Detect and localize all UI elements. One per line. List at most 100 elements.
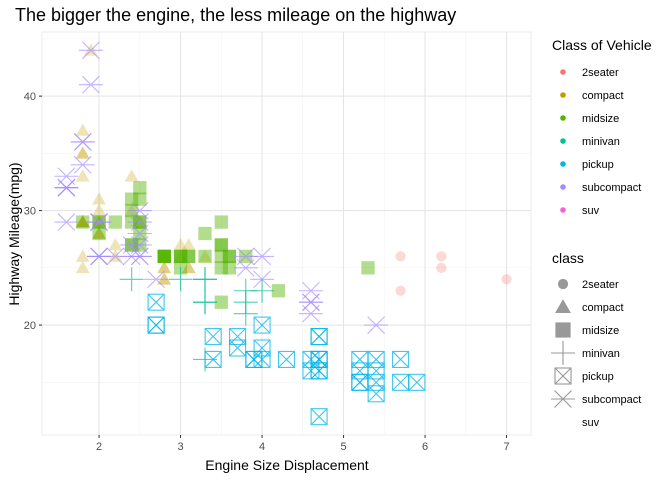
point-compact — [157, 260, 172, 274]
point-compact — [92, 226, 106, 239]
point-subcompact — [78, 75, 103, 94]
point-pickup — [253, 316, 271, 334]
point-subcompact — [127, 236, 152, 254]
legend-color-label-suv: suv — [582, 205, 600, 217]
point-midsize — [222, 249, 237, 264]
point-midsize — [173, 249, 188, 264]
y-axis-ticks: 20 30 40 — [24, 91, 42, 332]
point-midsize — [214, 261, 228, 275]
point-pickup — [392, 373, 410, 391]
point-midsize — [92, 226, 106, 241]
point-compact — [108, 249, 123, 262]
x-axis-title: Engine Size Displacement — [205, 457, 369, 473]
point-compact — [75, 249, 90, 262]
point-compact — [173, 249, 188, 262]
point-pickup — [253, 350, 271, 368]
point-compact — [92, 215, 106, 228]
legend-shape-key-minivan — [551, 341, 575, 365]
legend-color-label-compact: compact — [582, 90, 624, 102]
point-subcompact — [233, 258, 258, 277]
point-midsize — [214, 238, 228, 252]
point-subcompact — [70, 133, 95, 151]
y-axis-title: Highway Mileage(mpg) — [6, 162, 22, 305]
point-midsize — [157, 249, 171, 264]
point-compact — [132, 215, 147, 228]
point-midsize — [214, 295, 228, 309]
point-pickup — [253, 339, 271, 357]
point-compact — [157, 249, 172, 262]
point-pickup — [367, 362, 385, 380]
point-subcompact — [364, 316, 389, 334]
point-compact — [132, 215, 147, 228]
point-minivan — [193, 290, 217, 315]
point-subcompact — [127, 213, 152, 231]
point-compact — [198, 249, 212, 262]
point-compact — [75, 260, 90, 274]
point-midsize — [198, 226, 212, 241]
legend-shape: class 2seater compact midsize minivan pickup… — [551, 250, 641, 429]
point-subcompact — [250, 247, 275, 266]
x-tick-label: 4 — [259, 441, 265, 453]
point-midsize — [214, 249, 228, 264]
x-tick-label: 3 — [177, 441, 183, 453]
point-midsize — [214, 215, 228, 229]
point-compact — [157, 260, 172, 274]
point-midsize — [157, 249, 171, 264]
legend-color-key-pickup — [560, 161, 566, 167]
point-pickup — [204, 350, 222, 368]
point-midsize — [173, 249, 188, 264]
point-compact — [157, 249, 172, 262]
point-subcompact — [54, 213, 79, 231]
legend-color-key-suv — [560, 207, 566, 213]
point-minivan — [193, 267, 217, 292]
point-2seater — [395, 251, 406, 262]
point-subcompact — [54, 178, 79, 197]
x-tick-label: 6 — [422, 441, 428, 453]
chart-title: The bigger the engine, the less mileage … — [15, 5, 456, 25]
legend-color: Class of Vehicle 2seater compact midsize mi… — [552, 37, 652, 217]
legend-shape-label-minivan: minivan — [582, 348, 620, 360]
legend-shape-label-suv: suv — [582, 417, 600, 429]
legend-color-key-minivan — [560, 138, 566, 144]
point-midsize — [222, 249, 237, 264]
x-axis-ticks: 2 3 4 5 6 7 — [96, 435, 510, 453]
legend-shape-label-2seater: 2seater — [582, 279, 619, 291]
legend-shape-label-compact: compact — [582, 302, 624, 314]
x-tick-label: 5 — [340, 441, 346, 453]
point-compact — [92, 192, 106, 205]
legend-color-title: Class of Vehicle — [552, 37, 652, 53]
point-2seater — [501, 274, 512, 285]
point-pickup — [229, 339, 247, 357]
point-pickup — [310, 408, 328, 426]
point-pickup — [392, 350, 410, 368]
grid-lines — [42, 32, 531, 435]
legend-shape-key-subcompact — [551, 390, 575, 408]
legend-color-key-2seater — [560, 69, 566, 75]
legend-color-key-compact — [560, 92, 566, 98]
point-pickup — [147, 293, 165, 311]
point-pickup — [147, 316, 165, 334]
point-minivan — [168, 267, 193, 292]
point-compact — [75, 215, 90, 228]
point-compact — [92, 203, 106, 216]
point-subcompact — [78, 41, 103, 60]
point-midsize — [182, 249, 196, 264]
point-compact — [75, 123, 90, 136]
point-minivan — [250, 278, 275, 303]
point-midsize — [133, 192, 147, 206]
point-compact — [92, 215, 106, 228]
point-pickup — [277, 350, 296, 368]
point-compact — [75, 146, 90, 159]
legend-shape-key-midsize — [555, 322, 571, 338]
point-midsize — [198, 249, 212, 264]
point-subcompact — [103, 247, 128, 266]
point-subcompact — [87, 213, 112, 231]
point-midsize — [157, 249, 171, 264]
legend-color-key-subcompact — [560, 184, 566, 190]
data-points — [54, 41, 512, 426]
y-tick-label: 40 — [24, 91, 36, 103]
point-compact — [181, 260, 196, 274]
point-pickup — [302, 350, 320, 368]
x-tick-label: 2 — [96, 441, 102, 453]
